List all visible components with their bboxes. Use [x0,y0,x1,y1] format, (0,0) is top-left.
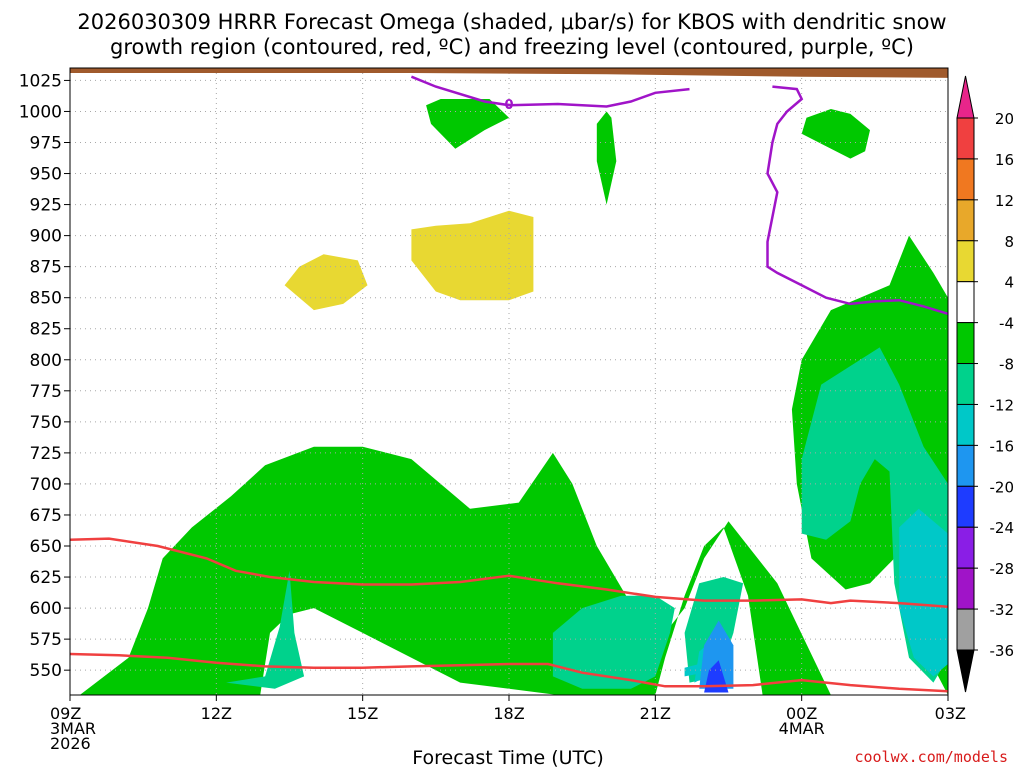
colorbar-segment [956,363,975,405]
colorbar-label: -20 [990,478,1015,496]
y-tick-label: 975 [30,133,62,153]
colorbar-bottom-arrow [956,649,975,693]
y-tick-label: 925 [30,196,62,216]
contour-line [70,537,948,609]
shaded-region [552,595,675,689]
colorbar-label: 12 [995,192,1014,210]
colorbar-segment [956,526,975,569]
y-tick-label: 1025 [19,71,62,91]
colorbar-segment [956,567,975,610]
y-tick-label: 575 [30,630,62,650]
contour-line [70,652,948,693]
shaded-region [699,620,734,689]
colorbar-segment [956,485,975,528]
colorbar-label: -8 [999,356,1014,374]
chart-title-line1: 2026030309 HRRR Forecast Omega (shaded, … [77,10,946,34]
y-tick-label: 850 [30,289,62,309]
y-tick-label: 625 [30,568,62,588]
colorbar-segment [956,444,975,487]
y-tick-label: 775 [30,382,62,402]
contour-label: 0 [504,98,513,113]
colorbar-label: 4 [1004,274,1014,292]
y-tick-label: 800 [30,351,62,371]
colorbar-label: -32 [990,601,1015,619]
x-tick-label: 4MAR [779,719,825,738]
colorbar-label: -16 [990,437,1015,455]
shaded-region [684,664,705,677]
colorbar-segment [956,281,975,324]
y-tick-label: 700 [30,475,62,495]
y-tick-label: 650 [30,537,62,557]
colorbar: 20 16 12 8 4 -4 -8 -12 -16 -20 -24 -28 -32 -36 [956,75,1015,693]
contour-line [410,75,690,108]
colorbar-label: -36 [990,642,1015,660]
colorbar-label: 20 [995,110,1014,128]
x-tick-label: 12Z [201,704,232,723]
shaded-region [226,570,305,689]
credit-text: coolwx.com/models [854,748,1008,766]
contour-line [766,85,948,315]
colorbar-label: -24 [990,519,1015,537]
y-tick-label: 825 [30,320,62,340]
shaded-region [899,508,948,677]
shaded-region [704,660,729,693]
shaded-region [801,109,870,159]
x-tick-label: 15Z [347,704,378,723]
colorbar-segment [956,403,975,446]
x-tick-label: 18Z [493,704,524,723]
colorbar-label: -28 [990,560,1015,578]
colorbar-segment [956,158,975,201]
x-tick-label: 09Z [50,704,81,723]
shaded-region [284,254,368,311]
y-tick-label: 550 [30,661,62,681]
x-axis-label: Forecast Time (UTC) [412,747,603,768]
y-tick-label: 875 [30,258,62,278]
colorbar-label: -12 [990,396,1015,414]
y-axis: 550 575 600 625 650 675 700 725 750 775 800 825 850 8… [19,71,70,681]
y-tick-label: 900 [30,227,62,247]
shaded-region [426,99,509,149]
y-tick-label: 675 [30,506,62,526]
plot-area: 0 [69,67,949,696]
x-tick-label: 00Z [786,704,817,723]
y-tick-label: 950 [30,165,62,185]
x-tick-label: 03Z [935,704,966,723]
y-tick-label: 1000 [19,102,62,122]
chart-title-line2: growth region (contoured, red, ºC) and f… [110,35,914,59]
colorbar-label: -4 [999,315,1014,333]
colorbar-segment [956,240,975,283]
y-tick-label: 725 [30,444,62,464]
x-tick-label: 21Z [640,704,671,723]
terrain-ground [70,68,948,78]
colorbar-segment [956,117,975,160]
colorbar-top-arrow [956,75,975,119]
y-tick-label: 600 [30,599,62,619]
y-tick-label: 750 [30,413,62,433]
x-tick-label: 3MAR [50,719,96,738]
colorbar-segment [956,199,975,242]
shaded-region [411,210,534,301]
colorbar-segment [956,608,975,651]
plot-clip-group: 0 [70,68,948,695]
colorbar-label: 8 [1004,233,1014,251]
colorbar-segment [956,322,975,365]
colorbar-label: 16 [995,151,1014,169]
x-tick-label: 2026 [50,734,91,753]
shaded-region [596,111,617,205]
